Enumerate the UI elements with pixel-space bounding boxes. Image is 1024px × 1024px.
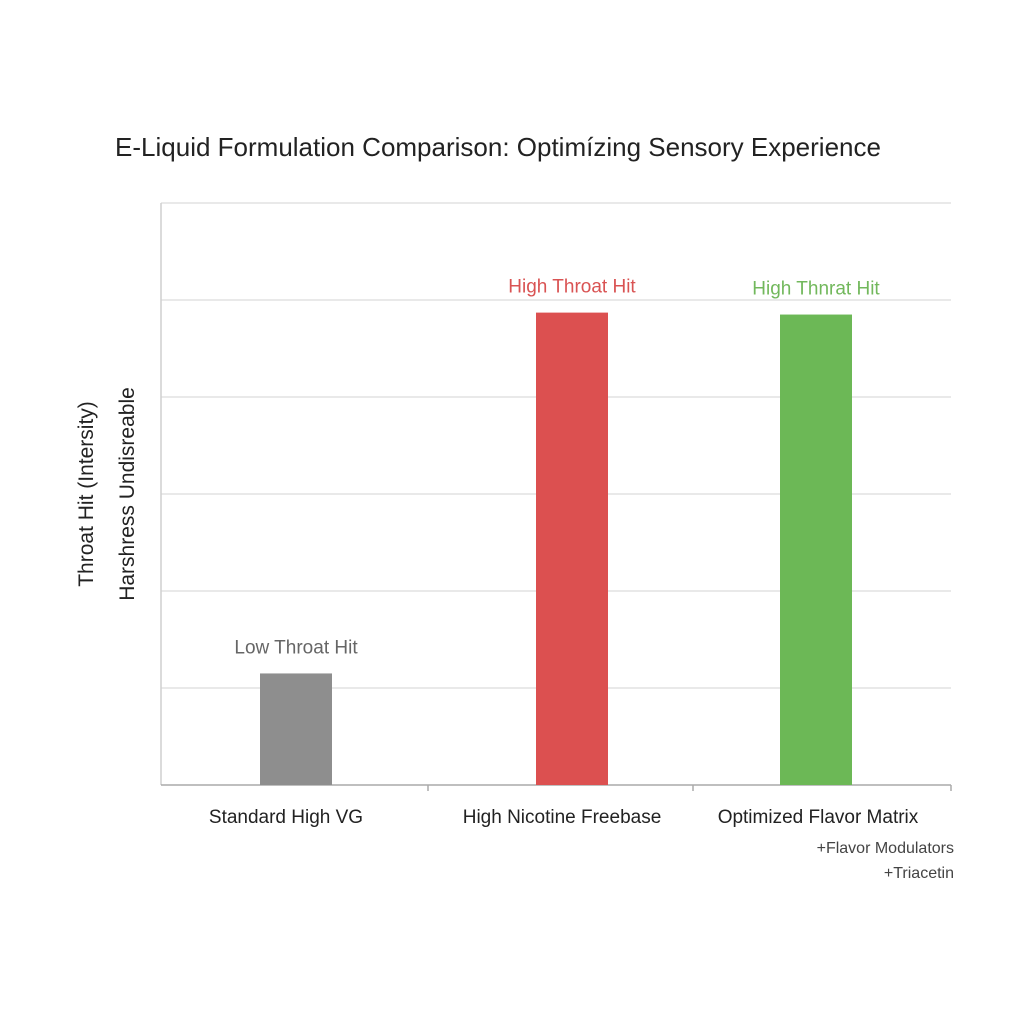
x-tick-label: Optimized Flavor Matrix: [718, 807, 919, 828]
data-label: High Throat Hit: [508, 277, 636, 298]
chart-title: E-Liquid Formulation Comparison: Optimíz…: [115, 132, 881, 162]
x-tick-label: High Nicotine Freebase: [463, 807, 662, 828]
bar: [780, 314, 852, 785]
y-axis-label-line-2: Harshress Undisreable: [116, 387, 139, 601]
data-label: Low Throat Hit: [234, 637, 358, 658]
bar: [536, 312, 608, 785]
x-tick-label: Standard High VG: [209, 807, 363, 828]
bar: [260, 673, 332, 785]
data-label: High Thnrat Hit: [752, 279, 880, 300]
y-axis-label-line-1: Throat Hit (Intersity): [75, 401, 98, 587]
category-note-1: +Flavor Modulators: [817, 840, 954, 857]
category-note-2: +Triacetin: [884, 865, 954, 882]
